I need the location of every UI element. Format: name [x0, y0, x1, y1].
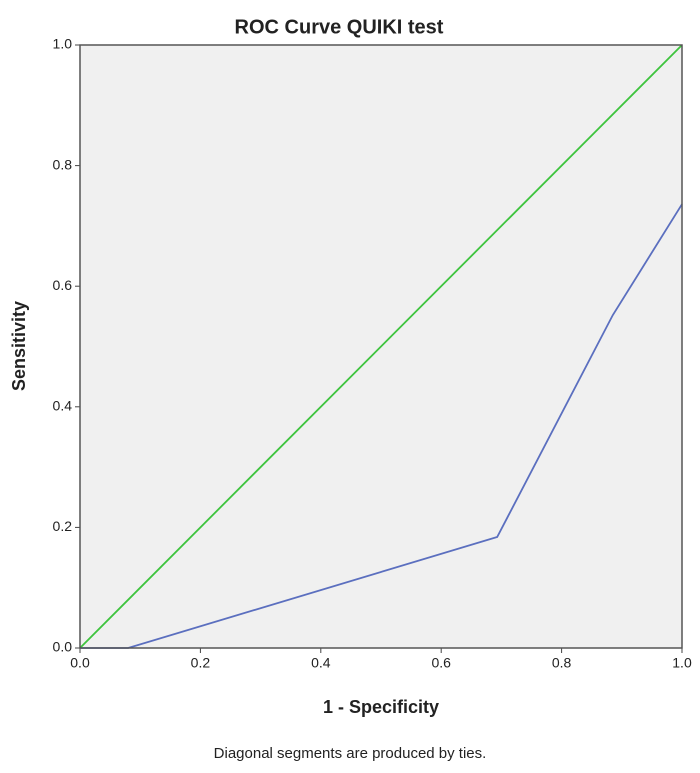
y-axis-title: Sensitivity — [9, 301, 29, 391]
y-tick-label: 0.6 — [53, 277, 73, 293]
chart-title: ROC Curve QUIKI test — [235, 16, 444, 38]
y-tick-label: 1.0 — [53, 36, 73, 52]
plot-border — [79, 44, 683, 649]
x-tick-label: 0.2 — [191, 655, 211, 671]
x-tick-label: 0.8 — [552, 655, 572, 671]
x-tick-label: 1.0 — [672, 655, 692, 671]
roc-line — [79, 44, 683, 649]
y-tick-label: 0.4 — [53, 398, 73, 414]
x-tick-label: 0.6 — [431, 655, 451, 671]
x-tick-label: 0.4 — [311, 655, 331, 671]
footnote: Diagonal segments are produced by ties. — [214, 745, 487, 762]
x-axis-title: 1 - Specificity — [323, 697, 439, 717]
y-tick-label: 0.8 — [53, 156, 73, 172]
y-tick-label: 0.0 — [53, 639, 73, 655]
x-tick-label: 0.0 — [70, 655, 90, 671]
y-tick-label: 0.2 — [53, 518, 73, 534]
